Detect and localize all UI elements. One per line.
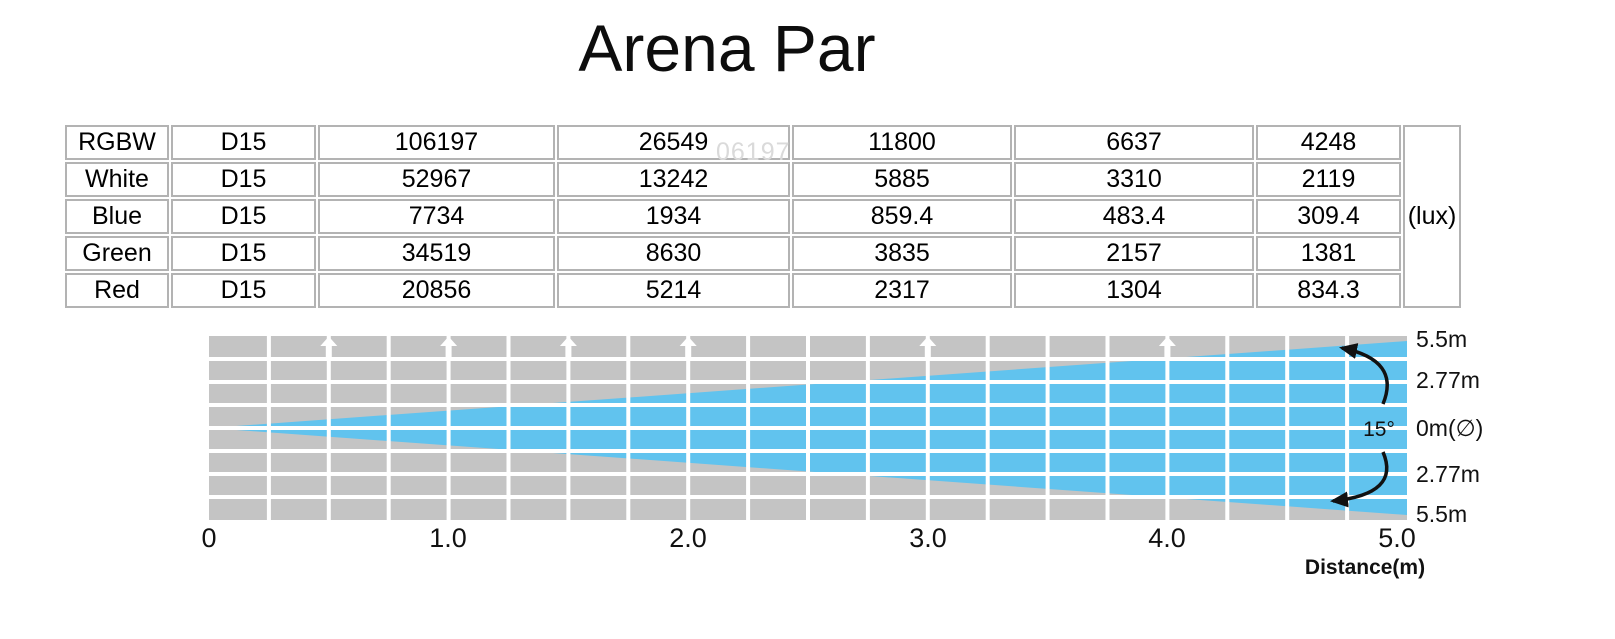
unit-cell: (lux) (1403, 125, 1461, 308)
table-row: RGBW D15 106197 26549 11800 6637 4248 (l… (65, 125, 1461, 308)
value-cell: 483.4 (1014, 199, 1254, 234)
color-cell: RGBW (65, 125, 169, 160)
spread-label: 5.5m (1416, 501, 1468, 527)
value-cell: 8630 (557, 236, 790, 271)
color-cell: Green (65, 236, 169, 271)
x-axis-tick: 2.0 (669, 523, 707, 553)
up-arrow-icon (559, 336, 577, 358)
beam-diagram: 15° (209, 336, 1407, 520)
beam-angle-arc-up (1339, 343, 1389, 405)
lens-cell: D15 (171, 125, 316, 160)
beam-angle-arc-down (1330, 451, 1389, 508)
value-cell: 834.3 (1256, 273, 1401, 308)
up-arrow-icon (919, 336, 937, 358)
x-axis-tick: 5.0 (1378, 523, 1416, 553)
up-arrow-icon (1158, 336, 1176, 358)
value-cell: 13242 (557, 162, 790, 197)
x-axis-label: Distance(m) (1304, 556, 1426, 579)
x-axis-tick: 1.0 (429, 523, 467, 553)
lens-cell: D15 (171, 162, 316, 197)
value-cell: 20856 (318, 273, 555, 308)
page-title: Arena Par (578, 11, 876, 85)
value-cell: 2317 (792, 273, 1012, 308)
x-axis-tick: 0 (201, 523, 217, 553)
x-axis-tick: 3.0 (909, 523, 947, 553)
table-row: Green D15 34519 8630 3835 2157 1381 (65, 236, 1461, 271)
value-cell: 4248 (1256, 125, 1401, 160)
table-row: Red D15 20856 5214 2317 1304 834.3 (65, 273, 1461, 308)
up-arrow-icon (320, 336, 338, 358)
value-cell: 1304 (1014, 273, 1254, 308)
ceiling-arrows (320, 336, 1176, 358)
value-cell: 3310 (1014, 162, 1254, 197)
value-cell: 6637 (1014, 125, 1254, 160)
table-row: Blue D15 7734 1934 859.4 483.4 309.4 (65, 199, 1461, 234)
x-axis-tick: 4.0 (1148, 523, 1186, 553)
lens-cell: D15 (171, 199, 316, 234)
value-cell: 1934 (557, 199, 790, 234)
value-cell: 3835 (792, 236, 1012, 271)
value-cell: 2119 (1256, 162, 1401, 197)
value-cell: 5885 (792, 162, 1012, 197)
lens-cell: D15 (171, 273, 316, 308)
up-arrow-icon (679, 336, 697, 358)
spread-label: 5.5m (1416, 326, 1468, 352)
beam-diagram-svg: 15° (209, 336, 1407, 520)
value-cell: 7734 (318, 199, 555, 234)
value-cell: 52967 (318, 162, 555, 197)
color-cell: Red (65, 273, 169, 308)
spread-label: 2.77m (1416, 461, 1480, 487)
value-cell: 34519 (318, 236, 555, 271)
color-cell: White (65, 162, 169, 197)
beam-angle-label: 15° (1363, 418, 1395, 441)
grid-lines-horizontal (209, 357, 1407, 499)
spread-label: 2.77m (1416, 367, 1480, 393)
spread-label: 0m(∅) (1416, 415, 1484, 441)
value-cell: 859.4 (792, 199, 1012, 234)
up-arrow-icon (440, 336, 458, 358)
value-cell: 11800 (792, 125, 1012, 160)
value-cell: 106197 (318, 125, 555, 160)
color-cell: Blue (65, 199, 169, 234)
photometric-table: RGBW D15 106197 26549 11800 6637 4248 (l… (63, 123, 1463, 310)
value-cell: 1381 (1256, 236, 1401, 271)
lens-cell: D15 (171, 236, 316, 271)
value-cell: 26549 (557, 125, 790, 160)
value-cell: 309.4 (1256, 199, 1401, 234)
table-row: White D15 52967 13242 5885 3310 2119 (65, 162, 1461, 197)
value-cell: 5214 (557, 273, 790, 308)
value-cell: 2157 (1014, 236, 1254, 271)
